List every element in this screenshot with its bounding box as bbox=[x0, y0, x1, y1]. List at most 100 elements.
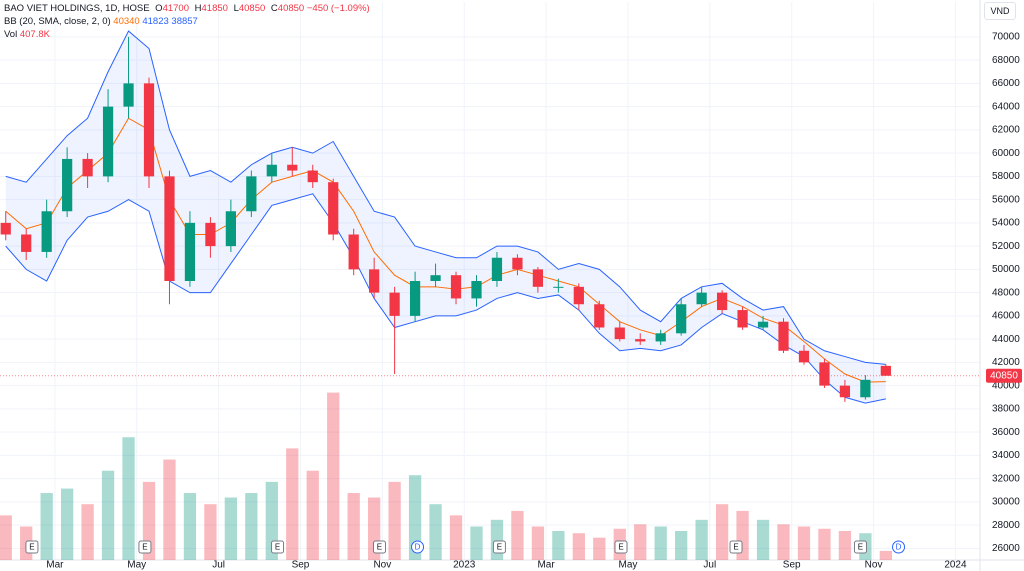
volume-bar bbox=[183, 493, 197, 560]
candle-body bbox=[471, 281, 482, 299]
candle-body bbox=[512, 257, 523, 270]
volume-bar bbox=[531, 526, 545, 560]
event-marker[interactable]: D bbox=[411, 540, 425, 554]
symbol: BAO VIET HOLDINGS, 1D, HOSE bbox=[4, 3, 150, 14]
y-tick-label: 30000 bbox=[992, 497, 1020, 508]
event-marker[interactable]: D bbox=[892, 540, 906, 554]
volume-bar bbox=[327, 392, 340, 560]
volume-bar bbox=[60, 488, 74, 560]
x-tick-label: Mar bbox=[46, 560, 64, 571]
event-icon bbox=[138, 540, 152, 554]
volume-bar bbox=[593, 537, 606, 560]
event-marker[interactable]: E bbox=[729, 540, 743, 554]
candle-body bbox=[614, 327, 625, 340]
x-tick-label: 2023 bbox=[453, 560, 476, 571]
candle-body bbox=[307, 170, 318, 183]
volume-bar bbox=[0, 515, 12, 560]
volume-bar bbox=[265, 481, 278, 560]
volume-bar bbox=[286, 448, 299, 560]
y-tick-label: 34000 bbox=[992, 450, 1020, 461]
volume-bar bbox=[470, 526, 483, 560]
event-marker[interactable]: E bbox=[271, 540, 285, 554]
x-tick-label: Jul bbox=[212, 560, 225, 571]
event-label: E bbox=[858, 543, 863, 552]
x-tick-label: Mar bbox=[537, 560, 555, 571]
volume-bar bbox=[490, 519, 504, 560]
event-marker[interactable]: E bbox=[138, 540, 152, 554]
y-tick-label: 26000 bbox=[992, 543, 1020, 554]
event-label: E bbox=[733, 543, 738, 552]
volume-bar bbox=[654, 526, 667, 560]
volume-bar bbox=[838, 530, 852, 560]
volume-bar bbox=[572, 533, 585, 560]
candle-body bbox=[716, 292, 728, 311]
y-tick-label: 44000 bbox=[992, 334, 1020, 345]
vol-value: 407.8K bbox=[19, 29, 50, 40]
event-icon bbox=[271, 540, 285, 554]
h-key: H bbox=[194, 3, 202, 14]
volume-bar bbox=[429, 504, 442, 560]
candle-body bbox=[205, 222, 216, 247]
o-value: 41700 bbox=[162, 3, 189, 14]
y-tick-label: 40000 bbox=[992, 380, 1020, 391]
legend-row: BAO VIET HOLDINGS, 1D, HOSE O41700 H4185… bbox=[4, 2, 370, 15]
event-label: E bbox=[275, 543, 280, 552]
x-tick-label: Jul bbox=[703, 560, 716, 571]
event-icon bbox=[892, 540, 906, 554]
l-value: 40850 bbox=[238, 3, 266, 14]
volume-bar bbox=[142, 481, 156, 560]
candle-body bbox=[655, 333, 666, 342]
event-marker[interactable]: E bbox=[25, 540, 39, 554]
y-tick-label: 32000 bbox=[992, 473, 1020, 484]
volume-bar bbox=[879, 550, 892, 560]
y-tick-label: 50000 bbox=[992, 264, 1020, 275]
y-tick-label: 60000 bbox=[992, 148, 1020, 159]
candle-body bbox=[573, 286, 584, 305]
candle-body bbox=[491, 257, 503, 281]
event-icon bbox=[853, 540, 867, 554]
volume-bar bbox=[695, 519, 708, 560]
volume-bar bbox=[81, 504, 94, 560]
c-key: C bbox=[270, 3, 278, 14]
last-price-label: 40850 bbox=[990, 370, 1018, 381]
candle-body bbox=[532, 269, 544, 287]
x-tick-label: Sep bbox=[292, 560, 310, 571]
volume-bar bbox=[388, 481, 401, 560]
o-key: O bbox=[155, 3, 163, 14]
event-icon bbox=[25, 540, 39, 554]
event-label: E bbox=[497, 543, 502, 552]
volume-bar bbox=[224, 497, 238, 560]
volume-bar bbox=[245, 493, 258, 560]
h-value: 41850 bbox=[201, 3, 228, 14]
volume-bar bbox=[511, 510, 524, 560]
candle-body bbox=[798, 350, 810, 363]
candle-body bbox=[430, 275, 441, 281]
candle-body bbox=[328, 182, 339, 235]
currency-button[interactable]: VND bbox=[984, 2, 1016, 20]
event-marker[interactable]: E bbox=[853, 540, 867, 554]
change: −450 (−1.09%) bbox=[306, 3, 370, 14]
y-tick-label: 58000 bbox=[992, 171, 1020, 182]
y-tick-label: 64000 bbox=[992, 101, 1020, 112]
candle-body bbox=[757, 321, 769, 328]
event-icon bbox=[492, 540, 506, 554]
last-price-box bbox=[986, 368, 1022, 383]
event-label: E bbox=[29, 543, 34, 552]
volume-bar bbox=[449, 515, 463, 560]
volume-bar bbox=[818, 528, 831, 560]
y-tick-label: 62000 bbox=[992, 125, 1020, 136]
candle-body bbox=[409, 281, 421, 316]
x-tick-label: 2024 bbox=[944, 560, 967, 571]
candle-body bbox=[184, 222, 196, 281]
event-marker[interactable]: E bbox=[492, 540, 506, 554]
candle-body bbox=[676, 304, 687, 334]
c-value: 40850 bbox=[277, 3, 305, 14]
candle-body bbox=[102, 106, 114, 177]
candle-body bbox=[123, 83, 134, 107]
event-marker[interactable]: E bbox=[372, 540, 386, 554]
y-tick-label: 46000 bbox=[992, 311, 1020, 322]
y-tick-label: 54000 bbox=[992, 218, 1020, 229]
candle-body bbox=[860, 379, 871, 398]
event-marker[interactable]: E bbox=[614, 540, 628, 554]
